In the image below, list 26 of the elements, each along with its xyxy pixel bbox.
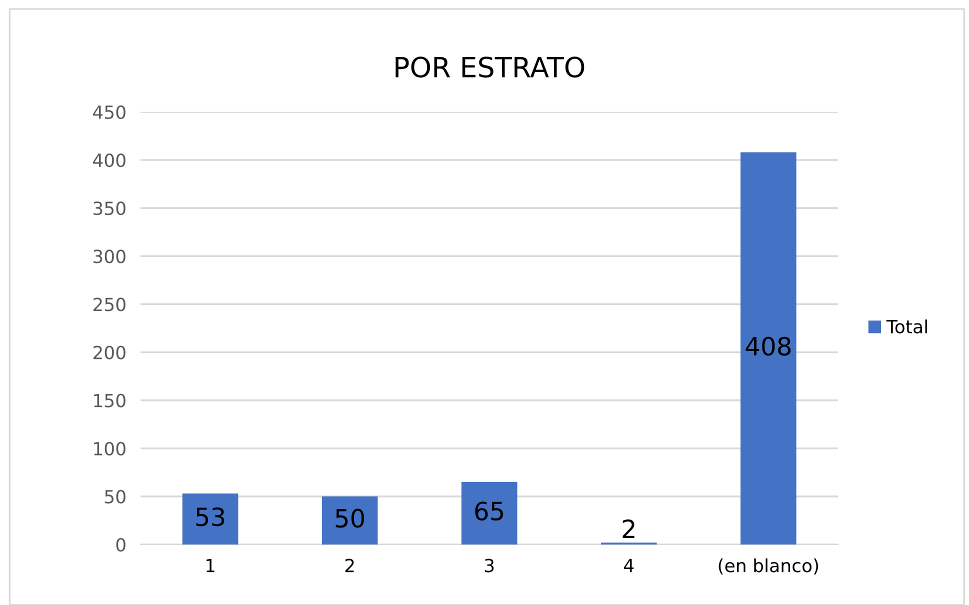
y-tick-label: 100	[94, 442, 126, 456]
bar	[740, 152, 796, 544]
y-tick-label: 200	[93, 346, 126, 360]
y-tick-label: 300	[94, 250, 126, 264]
bar	[182, 494, 238, 544]
chart-title: POR ESTRATO	[396, 56, 584, 78]
y-tick-label: 0	[116, 538, 126, 552]
x-tick-label: 1	[206, 558, 214, 572]
data-label: 2	[622, 519, 634, 538]
y-tick-label: 350	[94, 202, 126, 216]
data-label: 50	[336, 508, 364, 528]
data-label: 408	[746, 336, 791, 356]
y-tick-label: 450	[93, 105, 126, 120]
data-label: 53	[196, 507, 224, 526]
x-tick-label: (en blanco)	[718, 558, 818, 574]
y-tick-label: 400	[93, 153, 126, 168]
bar	[461, 482, 518, 544]
x-tick-label: 3	[484, 558, 494, 572]
data-label: 65	[475, 502, 504, 521]
y-tick-label: 250	[93, 298, 126, 312]
x-tick-label: 4	[624, 558, 634, 572]
y-tick-label: 150	[94, 394, 126, 408]
bar	[322, 496, 378, 544]
y-tick-label: 50	[105, 490, 126, 504]
x-tick-label: 2	[345, 558, 354, 572]
legend-label: Total	[886, 319, 927, 334]
